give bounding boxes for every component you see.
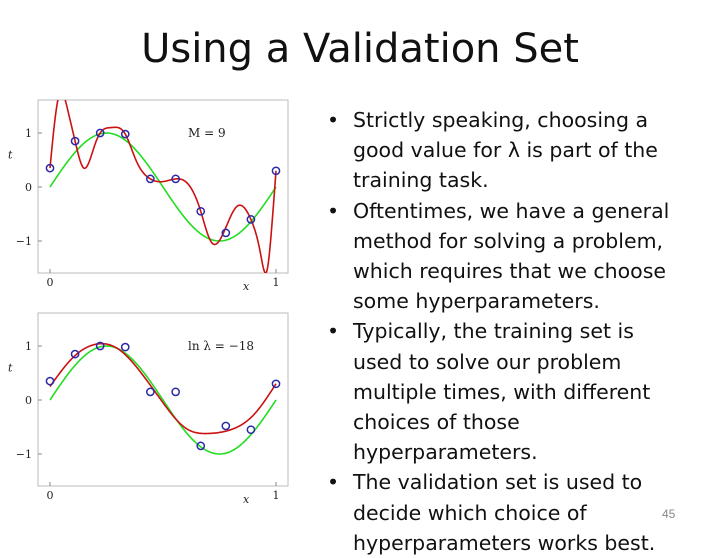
bullet-text: Strictly speaking, choosing a good value… bbox=[353, 108, 658, 193]
training-point bbox=[45, 163, 55, 173]
training-point bbox=[95, 341, 105, 351]
y-axis-label: t bbox=[8, 149, 13, 162]
plot-area bbox=[45, 341, 281, 455]
y-tick-label: 0 bbox=[25, 181, 32, 194]
bullet-dot: • bbox=[327, 108, 340, 132]
x-axis-label: x bbox=[243, 280, 250, 293]
y-tick-label: −1 bbox=[16, 448, 32, 461]
training-point bbox=[221, 421, 231, 431]
bullet-text: Typically, the training set is used to s… bbox=[353, 319, 651, 465]
fitted-curve-line bbox=[49, 342, 277, 435]
plot-label: M = 9 bbox=[188, 126, 226, 140]
bullet-dot: • bbox=[327, 470, 340, 495]
polynomial-fit-plot-m9: 1 0 −1 0 1 t x M = 9 bbox=[0, 95, 300, 295]
training-point bbox=[145, 174, 155, 184]
x-axis-label: x bbox=[243, 493, 250, 506]
y-tick-label: 1 bbox=[25, 340, 32, 353]
x-tick-label: 0 bbox=[47, 276, 54, 289]
y-tick-label: 1 bbox=[25, 127, 32, 140]
true-function-line bbox=[49, 132, 277, 242]
bullet-dot: • bbox=[327, 319, 340, 344]
training-point bbox=[70, 349, 80, 359]
training-point bbox=[271, 166, 281, 176]
bullet-item: • Oftentimes, we have a general method fo… bbox=[325, 196, 670, 317]
plot-label: ln λ = −18 bbox=[188, 339, 254, 353]
x-tick-label: 0 bbox=[47, 489, 54, 502]
training-point bbox=[70, 136, 80, 146]
training-point bbox=[246, 425, 256, 435]
polynomial-fit-plot-regularized: 1 0 −1 0 1 t x ln λ = −18 bbox=[0, 308, 300, 508]
fitted-curve-line bbox=[49, 100, 277, 273]
x-tick-label: 1 bbox=[273, 276, 280, 289]
training-point bbox=[196, 206, 206, 216]
training-point bbox=[120, 129, 130, 139]
bullet-item: • The validation set is used to decide wh… bbox=[325, 467, 670, 558]
bullet-item: • Typically, the training set is used to … bbox=[325, 316, 670, 467]
bullet-list: • Strictly speaking, choosing a good valu… bbox=[325, 105, 670, 558]
y-tick-label: −1 bbox=[16, 235, 32, 248]
training-point bbox=[196, 441, 206, 451]
training-point bbox=[95, 128, 105, 138]
training-point bbox=[221, 228, 231, 238]
y-axis-label: t bbox=[8, 362, 13, 375]
bullet-text: The validation set is used to decide whi… bbox=[353, 470, 656, 555]
slide-number: 45 bbox=[662, 507, 676, 521]
bullet-dot: • bbox=[327, 198, 340, 223]
training-point bbox=[171, 174, 181, 184]
bullet-text: Oftentimes, we have a general method for… bbox=[353, 198, 670, 314]
training-point bbox=[246, 215, 256, 224]
plot-area bbox=[45, 100, 281, 273]
training-point bbox=[45, 376, 55, 386]
y-tick-label: 0 bbox=[25, 394, 32, 407]
training-point bbox=[171, 387, 181, 397]
x-tick-label: 1 bbox=[273, 489, 280, 502]
bullet-item: • Strictly speaking, choosing a good valu… bbox=[325, 105, 670, 196]
slide-title: Using a Validation Set bbox=[141, 26, 579, 72]
training-point bbox=[145, 387, 155, 397]
training-point bbox=[120, 342, 130, 352]
training-point bbox=[271, 379, 281, 389]
true-function-line bbox=[49, 345, 277, 455]
